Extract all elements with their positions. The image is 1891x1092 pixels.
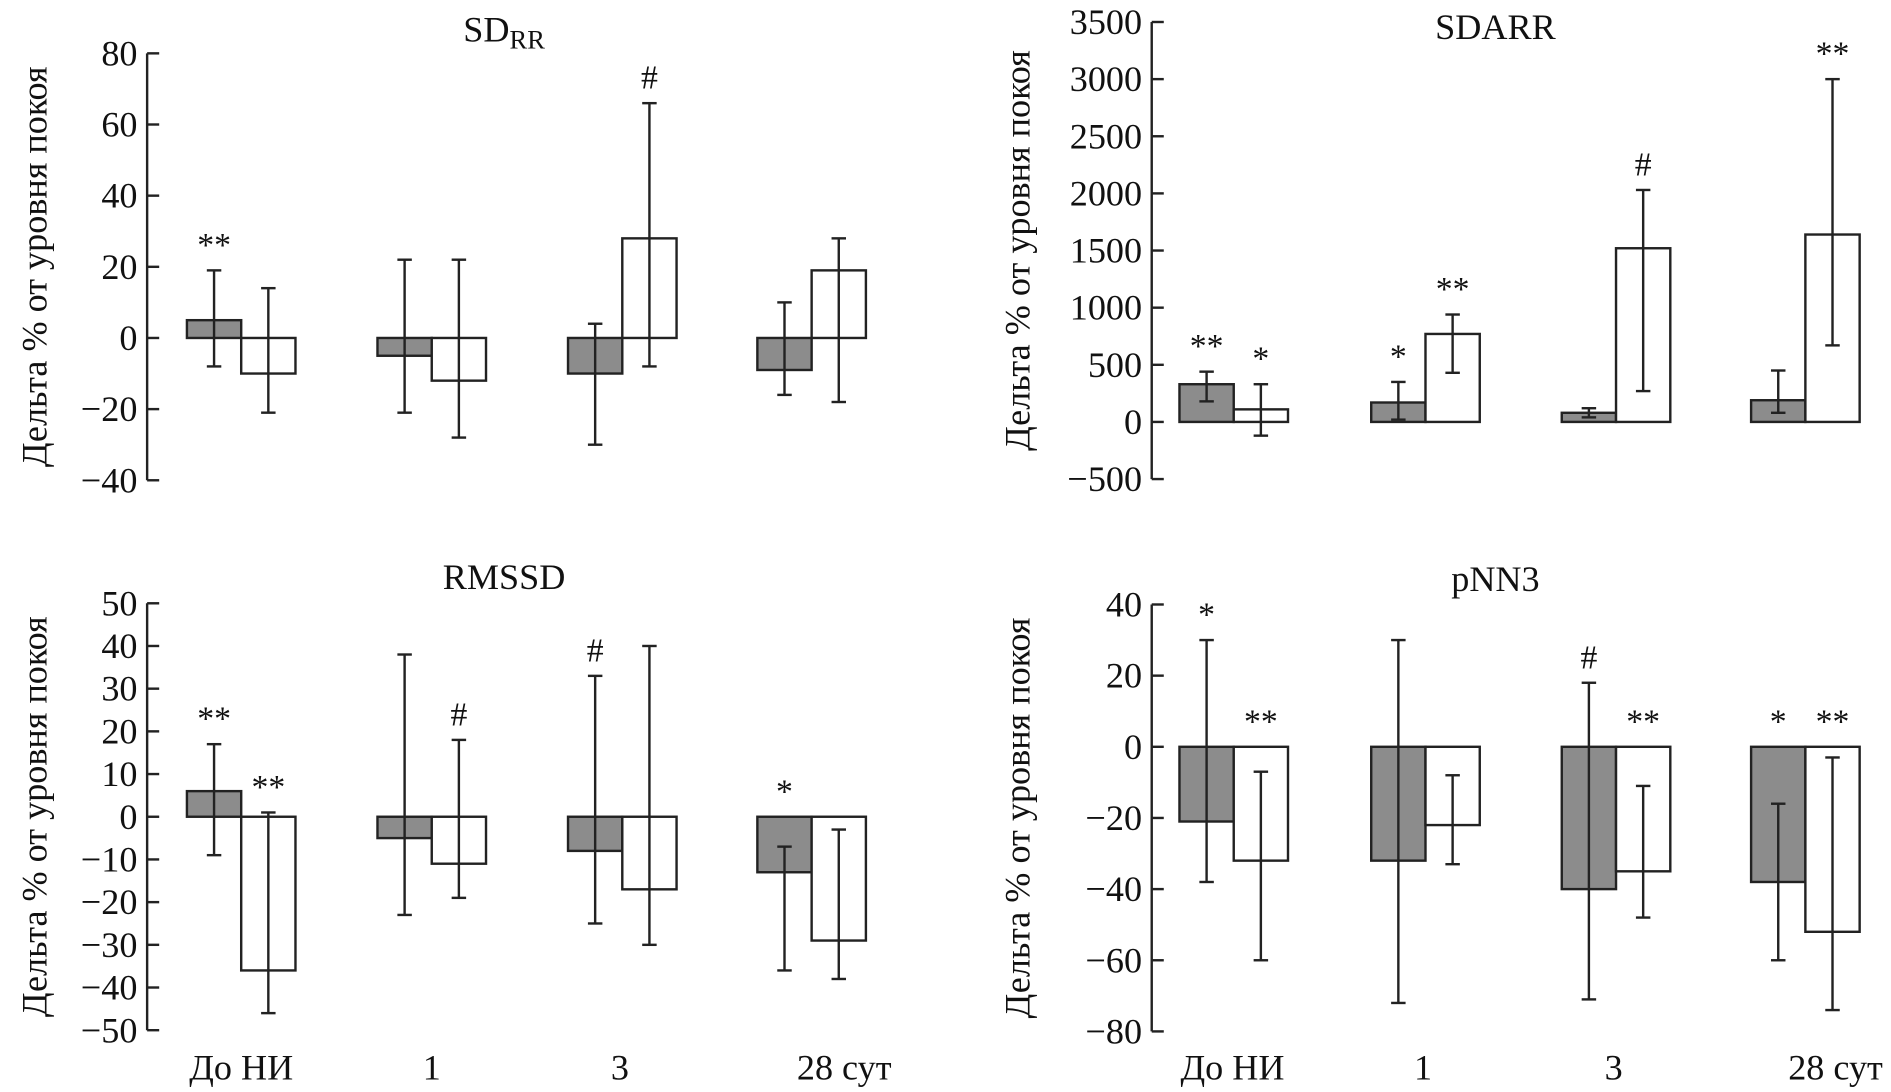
significance-marker: * <box>776 773 793 810</box>
x-tick-label: 3 <box>611 1048 629 1088</box>
significance-marker: # <box>641 60 658 97</box>
y-tick-label: 40 <box>101 176 137 216</box>
chart-title: pNN3 <box>1451 559 1539 599</box>
significance-marker: ** <box>197 227 231 264</box>
y-tick-label: 50 <box>101 583 137 623</box>
significance-marker: # <box>1580 639 1597 676</box>
y-axis-label: Дельта % от уровня покоя <box>14 616 54 1017</box>
y-tick-label: −20 <box>1086 798 1143 838</box>
y-tick-label: 3500 <box>1070 2 1142 42</box>
significance-marker: ** <box>251 769 285 806</box>
x-tick-label: 3 <box>1605 1048 1623 1088</box>
y-axis-label: Дельта % от уровня покоя <box>14 66 54 467</box>
chart-panel-1: −500 0 500 1000 1500 2000 2500 3000 3500 SDARR Дел… <box>997 2 1861 499</box>
y-tick-label: 20 <box>1106 656 1142 696</box>
significance-marker: # <box>450 696 467 733</box>
y-tick-label: 30 <box>101 669 137 709</box>
significance-marker: * <box>1252 341 1269 378</box>
significance-marker: ** <box>1626 703 1660 740</box>
x-tick-label: 28 сут <box>1788 1048 1883 1088</box>
chart-panel-3: −80 −60 −40 −20 0 20 40 pNN3 Дельта % от уровня … <box>997 559 1883 1087</box>
y-tick-label: 40 <box>101 626 137 666</box>
y-tick-label: 2500 <box>1070 116 1142 156</box>
y-tick-label: −50 <box>81 1010 138 1050</box>
significance-marker: ** <box>1190 328 1224 365</box>
y-tick-label: 0 <box>1124 402 1142 442</box>
y-tick-label: 20 <box>101 711 137 751</box>
y-tick-label: 20 <box>101 247 137 287</box>
y-tick-label: −60 <box>1086 940 1143 980</box>
chart-title: SDRR <box>463 9 545 54</box>
x-tick-label: До НИ <box>189 1048 293 1088</box>
significance-marker: ** <box>197 701 231 738</box>
y-tick-label: −80 <box>1086 1011 1143 1051</box>
y-tick-label: 60 <box>101 105 137 145</box>
y-tick-label: 0 <box>1124 727 1142 767</box>
y-tick-label: 3000 <box>1070 59 1142 99</box>
y-tick-label: 2000 <box>1070 173 1142 213</box>
y-axis-label: Дельта % от уровня покоя <box>997 50 1037 451</box>
chart-title: RMSSD <box>443 557 566 597</box>
significance-marker: * <box>1198 597 1215 634</box>
y-tick-label: 10 <box>101 754 137 794</box>
y-tick-label: 1000 <box>1070 288 1142 328</box>
y-tick-label: 1500 <box>1070 231 1142 271</box>
y-tick-label: −30 <box>81 925 138 965</box>
y-tick-label: 40 <box>1106 585 1142 625</box>
significance-marker: * <box>1390 338 1407 375</box>
x-tick-label: До НИ <box>1181 1048 1285 1088</box>
y-tick-label: −40 <box>81 460 138 500</box>
significance-marker: * <box>1770 703 1787 740</box>
y-tick-label: 0 <box>119 318 137 358</box>
x-tick-label: 1 <box>423 1048 441 1088</box>
chart-title: SDARR <box>1435 7 1556 47</box>
significance-marker: ** <box>1244 703 1278 740</box>
y-tick-label: −20 <box>81 389 138 429</box>
y-tick-label: 0 <box>119 797 137 837</box>
y-tick-label: −40 <box>81 968 138 1008</box>
x-tick-label: 1 <box>1414 1048 1432 1088</box>
y-tick-label: −20 <box>81 882 138 922</box>
y-tick-label: −40 <box>1086 869 1143 909</box>
y-tick-label: −10 <box>81 839 138 879</box>
y-tick-label: −500 <box>1067 459 1142 499</box>
x-tick-label: 28 сут <box>797 1048 892 1088</box>
significance-marker: # <box>587 632 604 669</box>
significance-marker: ** <box>1816 703 1850 740</box>
chart-panel-0: −40 −20 0 20 40 60 80 SDRR Дельта % от уровня по… <box>14 9 868 500</box>
significance-marker: # <box>1635 146 1652 183</box>
significance-marker: ** <box>1816 36 1850 73</box>
y-tick-label: 500 <box>1088 345 1142 385</box>
significance-marker: ** <box>1436 271 1470 308</box>
y-tick-label: 80 <box>101 33 137 73</box>
y-axis-label: Дельта % от уровня покоя <box>997 618 1037 1019</box>
